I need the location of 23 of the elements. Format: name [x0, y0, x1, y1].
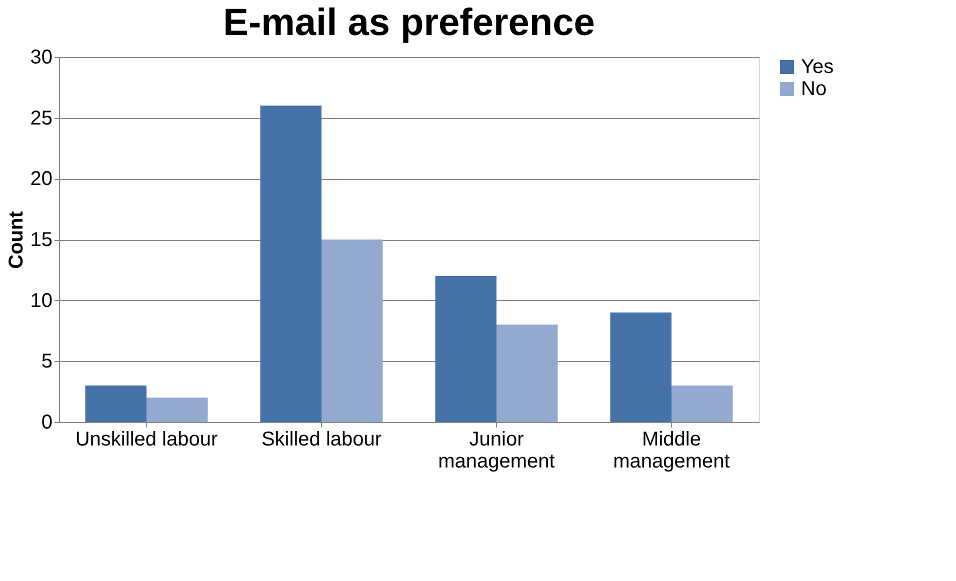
- x-tick-label: Junior management: [438, 428, 556, 472]
- y-tick-label: 10: [30, 290, 52, 312]
- bar: [146, 398, 208, 422]
- bar: [496, 324, 558, 422]
- bar: [435, 276, 496, 422]
- bar: [85, 386, 146, 422]
- bar: [610, 312, 672, 422]
- bar: [260, 106, 322, 422]
- bar: [322, 240, 383, 422]
- y-tick-label: 25: [30, 107, 52, 130]
- y-tick-label: 0: [41, 412, 52, 434]
- x-tick-label: Unskilled labour: [75, 428, 218, 450]
- y-axis-title: Count: [5, 210, 28, 269]
- bar: [672, 386, 733, 422]
- x-tick-label: Middle management: [613, 428, 730, 472]
- y-tick-label: 30: [30, 46, 52, 68]
- legend-label: Yes: [801, 56, 834, 78]
- y-tick-label: 15: [30, 229, 52, 251]
- x-tick-label: Skilled labour: [261, 428, 382, 450]
- y-tick-label: 5: [41, 350, 52, 373]
- y-tick-label: 20: [30, 168, 52, 190]
- legend-label: No: [801, 78, 827, 100]
- chart-title: E-mail as preference: [223, 2, 595, 44]
